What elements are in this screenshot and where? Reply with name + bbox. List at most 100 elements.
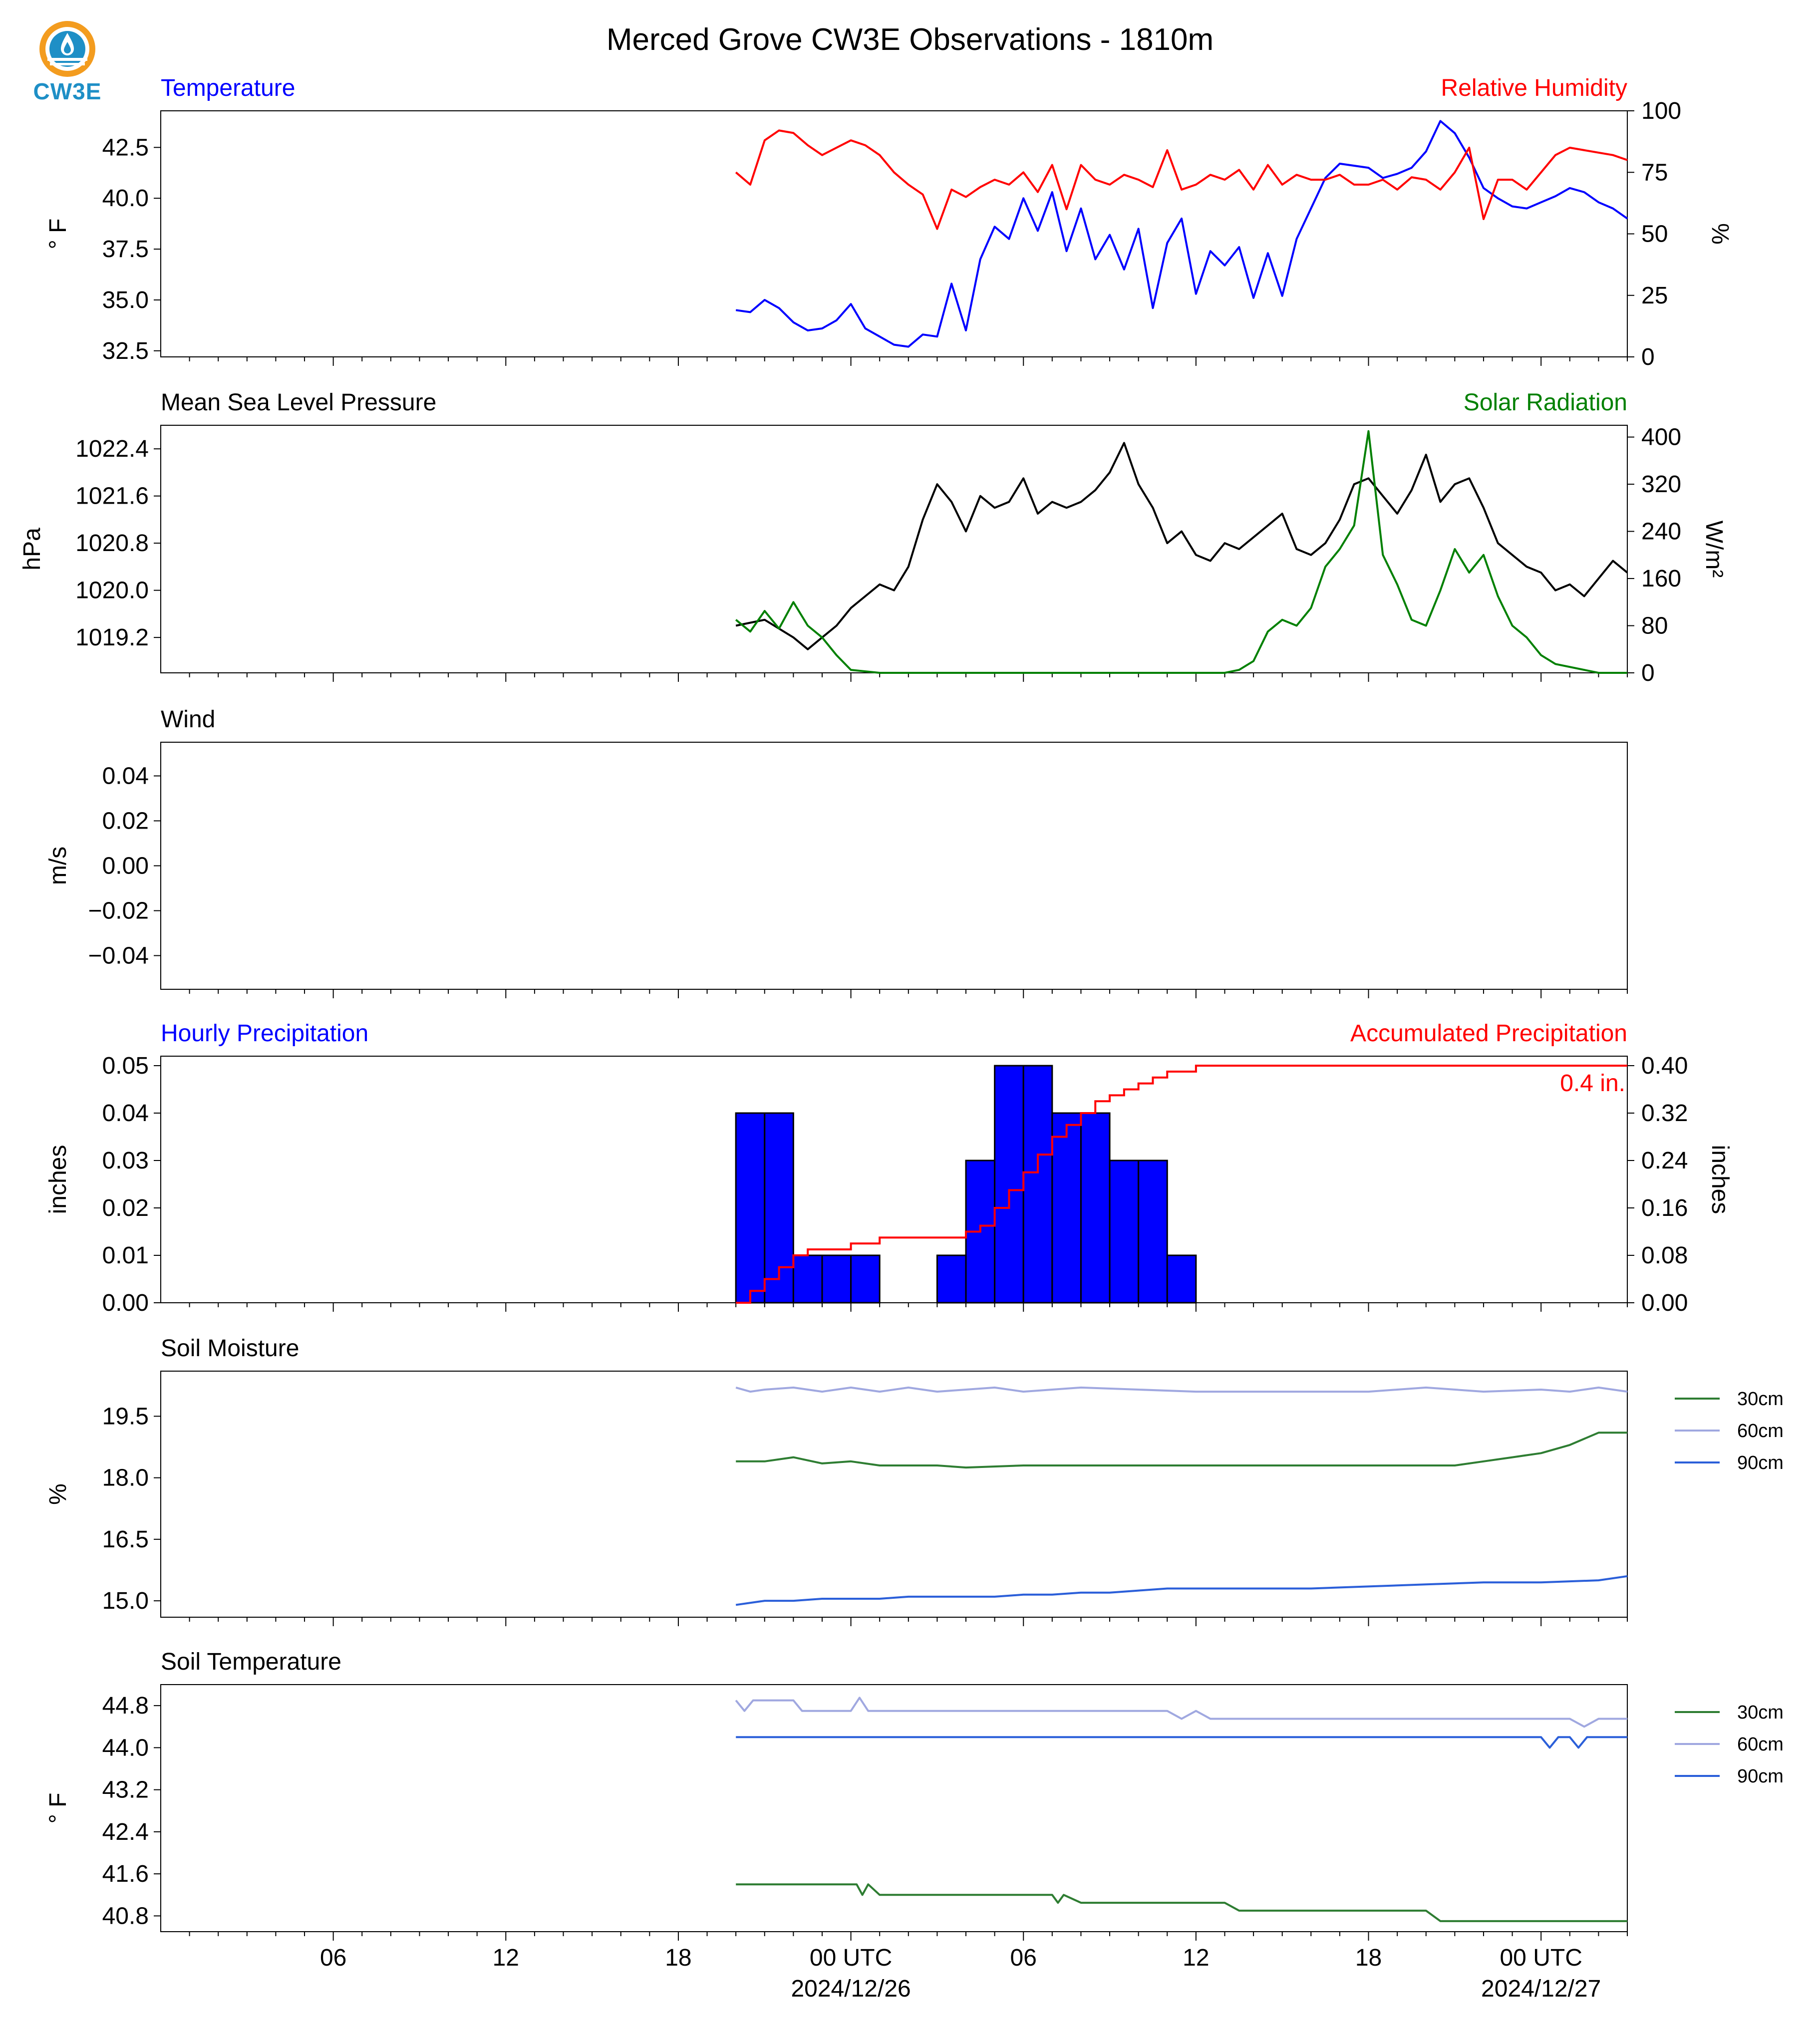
y-tick-label: 1021.6	[75, 483, 149, 510]
panel-title-left: Temperature	[161, 75, 295, 101]
series-line-30cm	[736, 1432, 1627, 1469]
y-tick-label: 32.5	[102, 338, 149, 364]
panel-title-left: Soil Temperature	[161, 1649, 341, 1675]
y-tick-label: −0.02	[88, 898, 149, 924]
precip-bar	[1166, 1254, 1197, 1304]
precip-bar	[735, 1112, 766, 1304]
y2-axis-label: %	[1707, 223, 1733, 245]
page-title: Merced Grove CW3E Observations - 1810m	[607, 22, 1213, 57]
plot-frame	[160, 425, 1628, 673]
y-tick-label: 0.04	[102, 1100, 149, 1127]
y-tick-label: 40.0	[102, 185, 149, 212]
legend-label: 30cm	[1737, 1389, 1784, 1410]
panel-title-left: Wind	[161, 706, 215, 733]
panel-soil-moisture: Soil Moisture 15.0 16.5 18.0 19.5% 30cm 60cm 90…	[45, 1335, 1784, 1626]
accumulated-total-label: 0.4 in.	[1560, 1070, 1625, 1097]
legend: 30cm 60cm 90cm	[1675, 1389, 1784, 1473]
legend-label: 30cm	[1737, 1702, 1784, 1723]
x-tick-label: 18	[1355, 1945, 1382, 1971]
precip-bar	[1051, 1112, 1082, 1304]
x-date-label: 2024/12/27	[1481, 1976, 1601, 2002]
x-tick-label: 18	[665, 1945, 691, 1971]
y2-tick-label: 0.00	[1641, 1290, 1688, 1316]
panel-title-right: Accumulated Precipitation	[1350, 1020, 1627, 1047]
panel-hourly-precipitation: Hourly Precipitation Accumulated Precipit…	[45, 1020, 1733, 1316]
x-tick-label: 00 UTC	[810, 1945, 892, 1971]
y-tick-label: 19.5	[102, 1403, 149, 1430]
y2-tick-label: 75	[1641, 159, 1668, 186]
logo-text: CW3E	[33, 78, 102, 104]
series-line-60cm	[735, 1697, 1627, 1728]
cw3e-logo-icon	[39, 21, 95, 77]
y2-tick-label: 80	[1641, 613, 1668, 639]
precip-bar	[850, 1254, 881, 1304]
plot-frame	[160, 110, 1628, 357]
y-axis-label: ° F	[45, 1793, 71, 1824]
series-line-left-axis	[735, 120, 1628, 348]
plot-frame	[160, 1371, 1628, 1618]
panel-title-right: Relative Humidity	[1441, 75, 1627, 101]
cw3e-logo: CW3E	[30, 19, 105, 104]
series-line-right-axis	[735, 430, 1627, 674]
y-axis-label: inches	[45, 1145, 71, 1214]
x-tick-label: 12	[1183, 1945, 1209, 1971]
y2-tick-label: 25	[1641, 283, 1668, 309]
legend-label: 60cm	[1737, 1734, 1784, 1755]
y-axis-label: %	[45, 1483, 71, 1505]
y2-tick-label: 0.32	[1641, 1100, 1688, 1127]
y2-tick-label: 320	[1641, 471, 1681, 498]
panel-soil-temperature: Soil Temperature 40.8 41.6 42.4 43.2 44.0 44.8…	[45, 1649, 1784, 1941]
panel-mean-sea-level-pressure: Mean Sea Level Pressure Solar Radiation 10…	[19, 389, 1727, 686]
precip-bar	[1022, 1065, 1053, 1304]
y-tick-label: −0.04	[88, 943, 149, 969]
x-date-label: 2024/12/26	[791, 1976, 910, 2002]
y2-tick-label: 0	[1641, 344, 1655, 370]
series-line-right-axis	[735, 129, 1628, 230]
plot-frame	[160, 1056, 1628, 1303]
series-line-90cm	[735, 1575, 1628, 1606]
y-tick-label: 1020.8	[75, 530, 149, 557]
y-tick-label: 42.5	[102, 134, 149, 161]
legend: 30cm 60cm 90cm	[1675, 1702, 1784, 1787]
y-tick-label: 41.6	[102, 1861, 149, 1887]
y-tick-label: 37.5	[102, 236, 149, 263]
y-axis-label: hPa	[19, 528, 45, 571]
y-tick-label: 44.0	[102, 1735, 149, 1761]
y-axis-label: m/s	[45, 847, 71, 885]
y-tick-label: 15.0	[102, 1588, 149, 1614]
y2-tick-label: 50	[1641, 221, 1668, 248]
y-tick-label: 0.03	[102, 1148, 149, 1174]
series-line-90cm	[736, 1736, 1627, 1749]
precip-bar	[994, 1065, 1024, 1304]
y-tick-label: 44.8	[102, 1693, 149, 1719]
panel-wind: Wind −0.04 −0.02 0.00 0.02 0.04 m/s	[45, 706, 1628, 998]
y-axis-label: ° F	[45, 219, 71, 250]
x-tick-label: 00 UTC	[1500, 1945, 1582, 1971]
y-tick-label: 43.2	[102, 1777, 149, 1803]
y-tick-label: 16.5	[102, 1526, 149, 1553]
y2-axis-label: inches	[1707, 1145, 1733, 1214]
legend-label: 90cm	[1737, 1452, 1784, 1473]
x-tick-label: 06	[320, 1945, 346, 1971]
y-tick-label: 0.01	[102, 1242, 149, 1269]
accumulated-precip-line	[736, 1065, 1627, 1304]
precip-bar	[1109, 1159, 1140, 1304]
panel-title-left: Soil Moisture	[161, 1335, 299, 1362]
y-tick-label: 1022.4	[75, 436, 149, 462]
y-tick-label: 0.02	[102, 1195, 149, 1221]
series-line-left-axis	[735, 442, 1628, 650]
y2-tick-label: 0	[1641, 660, 1655, 686]
y2-axis-label: W/m²	[1701, 521, 1727, 578]
plot-frame	[160, 1684, 1628, 1932]
y-tick-label: 1020.0	[75, 578, 149, 604]
panel-title-right: Solar Radiation	[1464, 389, 1627, 416]
legend-label: 90cm	[1737, 1766, 1784, 1787]
y2-tick-label: 160	[1641, 566, 1681, 592]
y-tick-label: 40.8	[102, 1903, 149, 1929]
x-tick-label: 12	[493, 1945, 519, 1971]
plot-frame	[160, 742, 1628, 990]
y2-tick-label: 0.40	[1641, 1053, 1688, 1079]
y-tick-label: 42.4	[102, 1819, 149, 1845]
y-tick-label: 0.02	[102, 808, 149, 835]
